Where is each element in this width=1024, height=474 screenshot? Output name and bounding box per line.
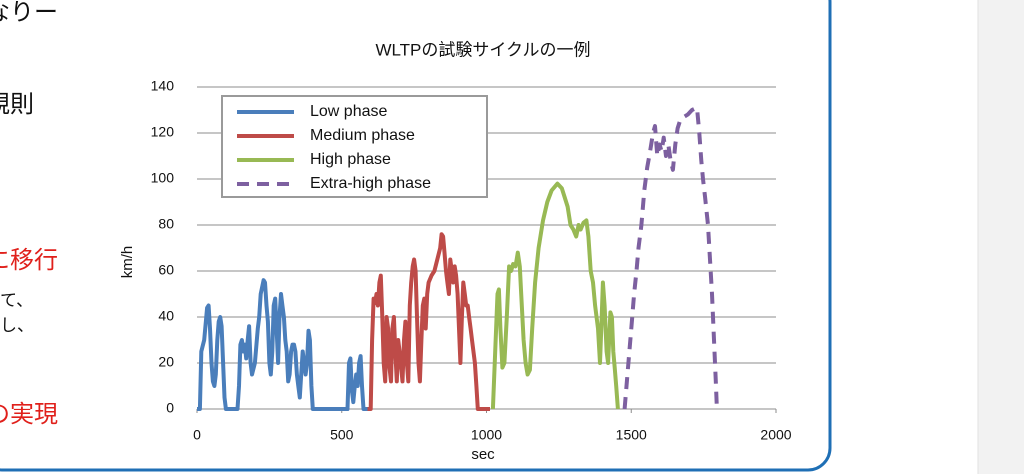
- slide-text-line: なりー: [0, 0, 58, 26]
- slide-text-line: 規則: [0, 90, 34, 118]
- y-tick-label: 120: [151, 124, 175, 140]
- y-tick-label: 80: [158, 216, 174, 232]
- y-tick-label: 100: [151, 170, 175, 186]
- x-axis-label: sec: [471, 446, 495, 463]
- x-tick-label: 1500: [616, 427, 647, 443]
- slide-text-line: に移行: [0, 246, 58, 274]
- series-line: [490, 181, 620, 410]
- y-axis-label: km/h: [119, 246, 136, 279]
- slide-frame: [0, 0, 832, 472]
- x-tick-label: 2000: [760, 427, 791, 443]
- series-line: [197, 278, 368, 411]
- slide-text-line: の実現: [0, 400, 58, 428]
- y-tick-label: 60: [158, 262, 174, 278]
- series-line: [367, 232, 490, 411]
- chart-title: WLTPの試験サイクルの一例: [375, 40, 590, 59]
- y-tick-label: 20: [158, 354, 174, 370]
- series-line: [622, 105, 719, 410]
- legend-label: Low phase: [310, 103, 387, 120]
- legend-label: Extra-high phase: [310, 175, 431, 192]
- x-tick-label: 1000: [471, 427, 502, 443]
- legend-label: High phase: [310, 151, 391, 168]
- slide-text-line: て、: [0, 291, 34, 311]
- y-tick-label: 140: [151, 78, 175, 94]
- x-tick-label: 0: [193, 427, 201, 443]
- slide-text-line: し、: [0, 316, 34, 336]
- legend-label: Medium phase: [310, 127, 415, 144]
- x-tick-label: 500: [330, 427, 354, 443]
- y-tick-label: 0: [166, 400, 174, 416]
- side-panel: [978, 0, 1024, 474]
- y-tick-label: 40: [158, 308, 174, 324]
